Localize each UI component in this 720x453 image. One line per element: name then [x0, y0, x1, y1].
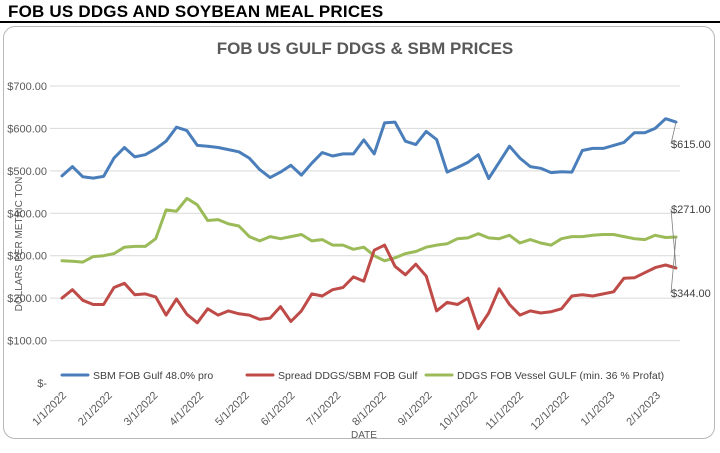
y-axis-ticks: $- $100.00 $200.00 $300.00 $400.00 $500.00 $60… — [7, 81, 47, 390]
end-label-leader — [670, 237, 677, 294]
x-tick-label: 1/1/2022 — [30, 390, 69, 429]
x-tick-label: 2/1/2022 — [76, 390, 115, 429]
series-line-2 — [60, 196, 678, 264]
x-tick-label: 4/1/2022 — [167, 390, 206, 429]
end-label-leader — [670, 208, 677, 269]
y-tick-label: $200.00 — [7, 293, 47, 305]
x-tick-label: 11/1/2022 — [484, 390, 527, 433]
x-tick-label: 6/1/2022 — [259, 390, 298, 429]
x-tick-label: 8/1/2022 — [350, 390, 389, 429]
end-label-2: $344.00 — [671, 288, 711, 300]
series-line-1 — [60, 243, 678, 331]
end-label-1: $271.00 — [671, 204, 711, 216]
chart-title: FOB US GULF DDGS & SBM PRICES — [217, 39, 514, 58]
end-label-leader — [670, 121, 677, 145]
y-tick-label: $- — [37, 378, 47, 390]
x-tick-label: 12/1/2022 — [529, 390, 572, 433]
page-header: FOB US DDGS AND SOYBEAN MEAL PRICES — [8, 2, 384, 21]
x-axis-ticks: 1/1/2022 2/1/2022 3/1/2022 4/1/2022 5/1/2022… — [30, 390, 663, 433]
end-label-0: $615.00 — [671, 139, 711, 151]
x-tick-label: 9/1/2022 — [396, 390, 435, 429]
header-rule — [0, 21, 720, 23]
y-tick-label: $300.00 — [7, 251, 47, 263]
x-tick-label: 5/1/2022 — [213, 390, 252, 429]
y-axis-label: DOLLARS PER METRIC TON — [14, 177, 25, 312]
x-axis-label: DATE — [351, 430, 377, 441]
grid — [50, 85, 680, 342]
y-tick-label: $400.00 — [7, 208, 47, 220]
chart-frame — [3, 26, 715, 439]
legend-label: DDGS FOB Vessel GULF (min. 36 % Profat) — [457, 370, 664, 382]
x-tick-label: 1/1/2023 — [579, 390, 618, 429]
y-tick-label: $500.00 — [7, 166, 47, 178]
y-tick-label: $700.00 — [7, 81, 47, 93]
x-tick-label: 3/1/2022 — [122, 390, 161, 429]
y-tick-label: $100.00 — [7, 336, 47, 348]
x-tick-label: 7/1/2022 — [305, 390, 344, 429]
legend: SBM FOB Gulf 48.0% pro Spread DDGS/SBM FO… — [60, 370, 664, 382]
legend-label: Spread DDGS/SBM FOB Gulf — [278, 370, 418, 382]
x-tick-label: 2/1/2023 — [624, 390, 663, 429]
series-lines — [60, 117, 678, 331]
series-line-0 — [60, 117, 678, 180]
legend-label: SBM FOB Gulf 48.0% pro — [93, 370, 213, 382]
y-tick-label: $600.00 — [7, 123, 47, 135]
end-labels: $615.00 $271.00 $344.00 — [670, 121, 711, 300]
x-tick-label: 10/1/2022 — [437, 390, 480, 433]
